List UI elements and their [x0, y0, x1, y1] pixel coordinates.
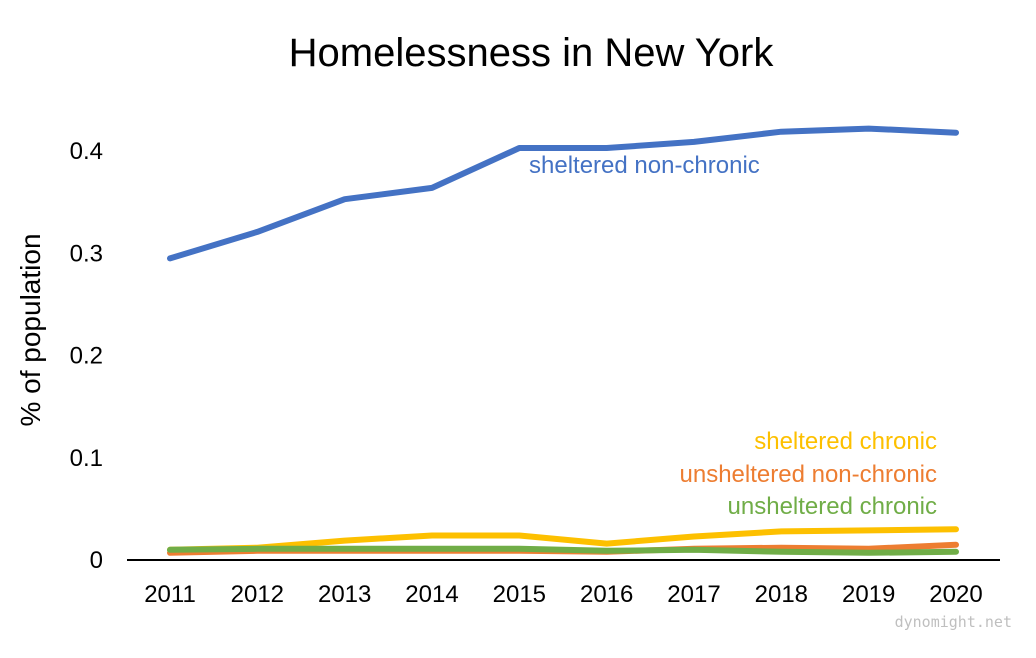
x-tick-label: 2017	[667, 581, 720, 608]
series-label-sheltered-chronic: sheltered chronic	[754, 428, 937, 455]
x-tick-label: 2013	[318, 581, 371, 608]
x-tick-label: 2019	[842, 581, 895, 608]
x-tick-label: 2011	[144, 581, 196, 608]
series-label-sheltered-non-chronic: sheltered non-chronic	[529, 152, 760, 179]
series-line-sheltered-chronic	[167, 526, 959, 553]
y-tick-label: 0	[90, 547, 103, 574]
y-axis-label: % of population	[15, 233, 46, 426]
x-tick-label: 2020	[929, 581, 982, 608]
x-tick-labels: 2011 2012 2013 2014 2015 2016 2017 2018 2019 2020	[144, 581, 983, 608]
series-labels: sheltered non-chronic sheltered chronic un…	[529, 152, 937, 520]
series-label-unsheltered-chronic: unsheltered chronic	[728, 493, 937, 520]
series-label-unsheltered-non-chronic: unsheltered non-chronic	[680, 461, 938, 488]
chart-title: Homelessness in New York	[289, 31, 775, 75]
y-tick-label: 0.4	[70, 138, 103, 165]
x-tick-label: 2018	[755, 581, 808, 608]
series-line-unsheltered-chronic	[167, 545, 959, 556]
x-tick-label: 2016	[580, 581, 633, 608]
source-watermark: dynomight.net	[895, 613, 1012, 631]
x-tick-label: 2012	[231, 581, 284, 608]
y-tick-labels: 0 0.1 0.2 0.3 0.4	[70, 138, 103, 574]
y-tick-label: 0.3	[70, 240, 103, 267]
series-line-sheltered-non-chronic	[167, 125, 959, 262]
y-tick-label: 0.2	[70, 343, 103, 370]
x-tick-label: 2014	[405, 581, 458, 608]
series-lines	[167, 125, 959, 556]
x-tick-label: 2015	[493, 581, 546, 608]
y-tick-label: 0.1	[70, 445, 103, 472]
